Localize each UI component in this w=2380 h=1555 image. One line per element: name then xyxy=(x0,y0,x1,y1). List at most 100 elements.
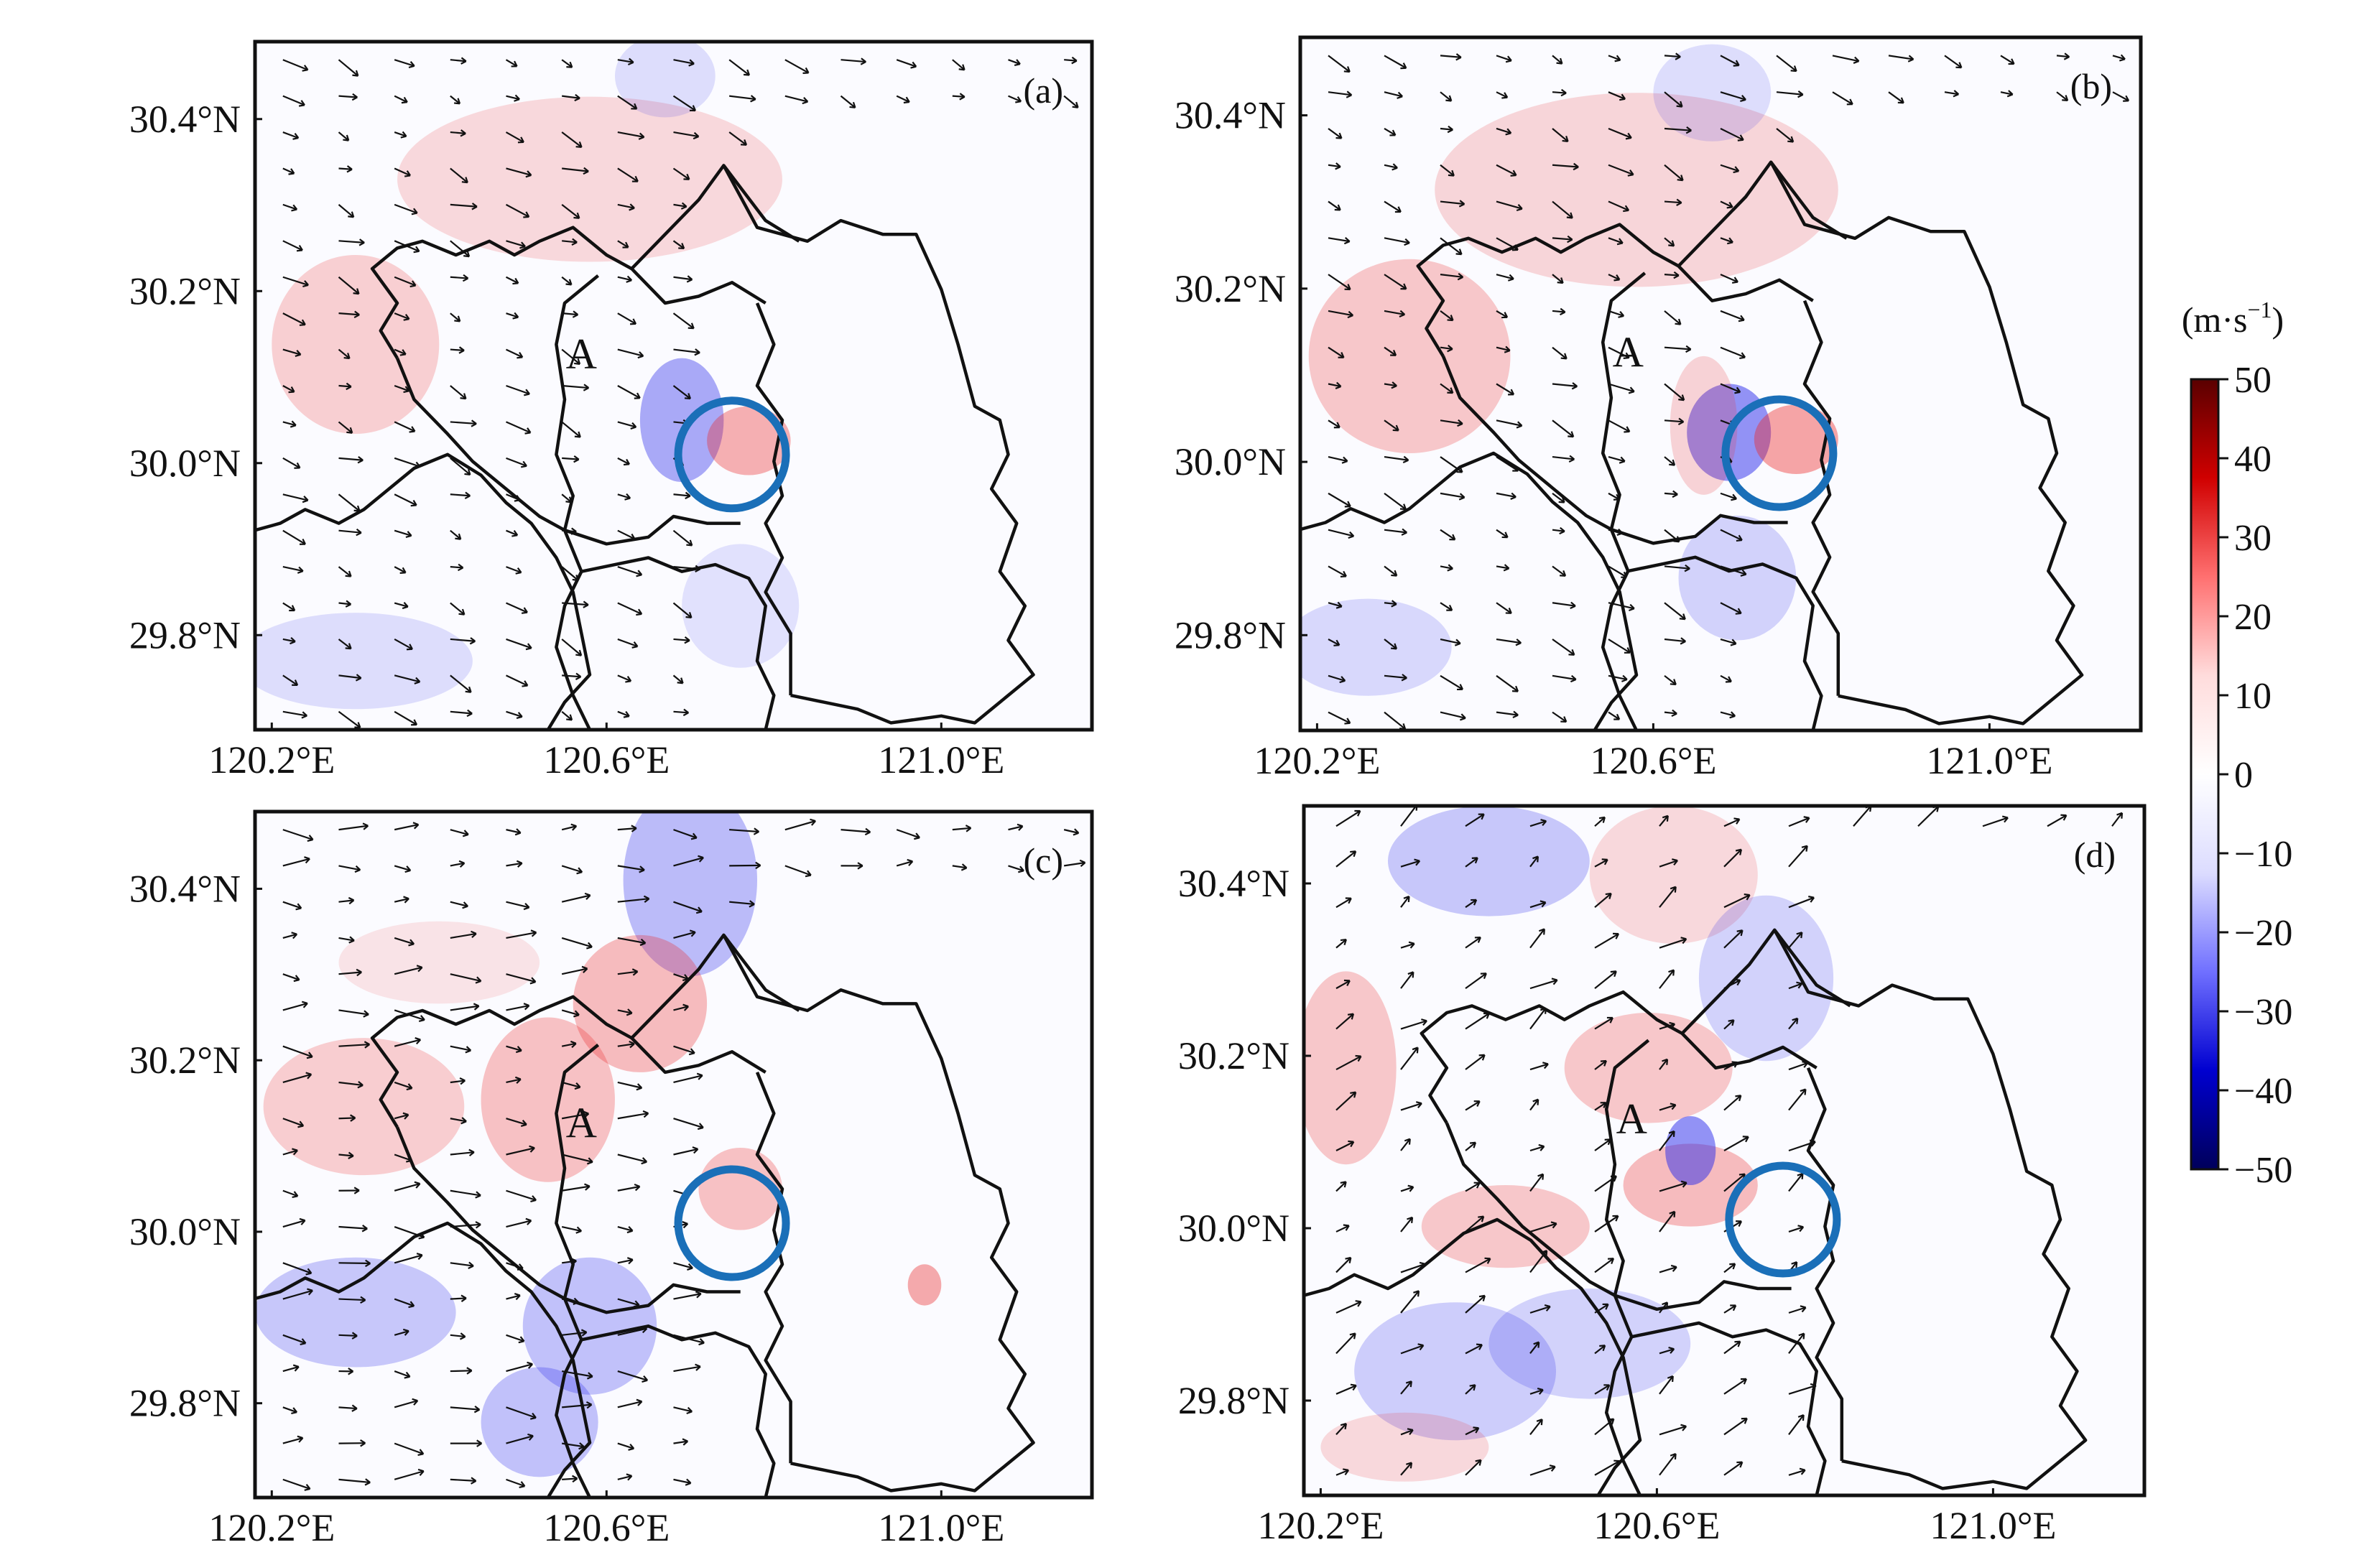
y-tick-label: 29.8°N xyxy=(1175,613,1286,656)
wind-arrowhead xyxy=(1403,895,1410,903)
wind-arrow xyxy=(394,1182,420,1192)
wind-arrowhead xyxy=(1343,979,1351,986)
y-tick-label: 29.8°N xyxy=(129,613,241,656)
wind-arrowhead xyxy=(457,563,464,572)
wind-arrowhead xyxy=(1685,126,1692,134)
wind-arrow xyxy=(1440,55,1461,58)
boundary-line xyxy=(1601,529,1639,730)
wind-arrow xyxy=(338,457,364,461)
wind-arrow xyxy=(338,602,351,605)
wind-arrowhead xyxy=(1670,1103,1677,1110)
wind-arrowhead xyxy=(353,310,360,319)
colorbar-tick-label: −10 xyxy=(2234,834,2292,875)
wind-arrowhead xyxy=(404,1371,411,1379)
wind-arrowhead xyxy=(1017,823,1024,831)
wind-arrow xyxy=(617,865,645,871)
wind-arrowhead xyxy=(515,567,522,575)
wind-arrowhead xyxy=(622,241,629,249)
wind-arrowhead xyxy=(523,211,530,218)
wind-arrowhead xyxy=(1796,932,1803,939)
panel-label: (b) xyxy=(2070,66,2112,106)
wind-arrowhead xyxy=(1602,1303,1609,1310)
wind-arrowhead xyxy=(1797,1225,1805,1233)
wind-arrowhead xyxy=(464,468,471,476)
wind-arrow xyxy=(1608,200,1629,211)
wind-arrow xyxy=(1664,55,1681,58)
negative-anomaly-patch xyxy=(682,544,800,668)
wind-arrowhead xyxy=(1853,56,1860,64)
wind-arrowhead xyxy=(1680,1180,1687,1188)
wind-arrow xyxy=(450,602,466,616)
wind-arrowhead xyxy=(625,676,632,683)
wind-arrow xyxy=(952,59,966,71)
negative-anomaly-patch xyxy=(255,613,473,710)
wind-arrow xyxy=(338,59,359,77)
wind-arrow xyxy=(1594,1017,1613,1030)
wind-arrowhead xyxy=(959,93,966,101)
wind-arrowhead xyxy=(1347,1013,1355,1020)
wind-arrowhead xyxy=(574,431,581,438)
wind-arrowhead xyxy=(1550,1221,1557,1229)
wind-arrow xyxy=(1723,1136,1749,1151)
wind-arrowhead xyxy=(1607,1258,1615,1265)
wind-arrowhead xyxy=(1343,66,1351,73)
wind-arrowhead xyxy=(2123,95,2130,102)
wind-arrowhead xyxy=(575,141,583,148)
wind-arrowhead xyxy=(408,939,415,947)
wind-arrowhead xyxy=(292,133,300,140)
wind-arrow xyxy=(450,1189,481,1197)
wind-arrowhead xyxy=(1725,676,1732,683)
wind-arrow xyxy=(1608,55,1621,61)
wind-arrowhead xyxy=(1406,1462,1413,1469)
wind-arrow xyxy=(562,240,578,243)
wind-arrow xyxy=(617,1401,642,1408)
wind-arrow xyxy=(1788,1173,1804,1192)
wind-arrowhead xyxy=(297,1120,305,1128)
wind-arrow xyxy=(1384,492,1407,510)
wind-arrow xyxy=(617,1327,647,1336)
wind-arrowhead xyxy=(1475,1459,1482,1466)
x-tick-label: 121.0°E xyxy=(878,738,1004,781)
wind-arrowhead xyxy=(288,386,295,394)
wind-arrowhead xyxy=(400,131,407,139)
boundary-line xyxy=(630,933,800,1039)
wind-arrowhead xyxy=(1460,713,1466,721)
wind-arrowhead xyxy=(694,348,700,356)
wind-arrowhead xyxy=(574,358,581,365)
wind-arrowhead xyxy=(1471,899,1478,906)
wind-arrow xyxy=(450,167,468,184)
wind-arrow xyxy=(617,602,642,615)
wind-arrowhead xyxy=(743,69,751,76)
wind-arrow xyxy=(617,1081,642,1089)
wind-arrowhead xyxy=(1333,422,1341,429)
wind-arrowhead xyxy=(410,499,417,507)
highlight-circle xyxy=(1725,1161,1841,1278)
wind-arrow xyxy=(1529,1008,1547,1030)
wind-arrowhead xyxy=(1787,136,1795,143)
wind-arrowhead xyxy=(354,722,361,729)
wind-arrowhead xyxy=(1417,1343,1425,1351)
wind-arrow xyxy=(1594,858,1608,868)
wind-arrow xyxy=(338,276,360,294)
wind-arrowhead xyxy=(401,96,408,104)
wind-arrowhead xyxy=(302,496,309,503)
wind-arrow xyxy=(1552,529,1565,532)
wind-arrowhead xyxy=(586,942,593,950)
positive-anomaly-patch xyxy=(397,96,782,262)
wind-arrow xyxy=(394,421,415,432)
wind-arrowhead xyxy=(641,1157,648,1165)
wind-arrow xyxy=(1659,1425,1687,1436)
wind-arrow xyxy=(617,638,638,648)
wind-arrowhead xyxy=(1799,1467,1806,1475)
wind-arrow xyxy=(282,566,304,572)
wind-arrow xyxy=(1659,1348,1675,1355)
wind-arrow xyxy=(1335,1423,1347,1436)
wind-arrow xyxy=(394,1400,418,1408)
wind-arrowhead xyxy=(304,1483,311,1491)
wind-arrow xyxy=(561,710,573,721)
wind-arrow xyxy=(561,131,583,148)
wind-arrowhead xyxy=(802,97,809,105)
wind-arrowhead xyxy=(1624,647,1631,654)
wind-arrowhead xyxy=(473,1003,480,1011)
wind-arrow xyxy=(1529,1099,1539,1111)
